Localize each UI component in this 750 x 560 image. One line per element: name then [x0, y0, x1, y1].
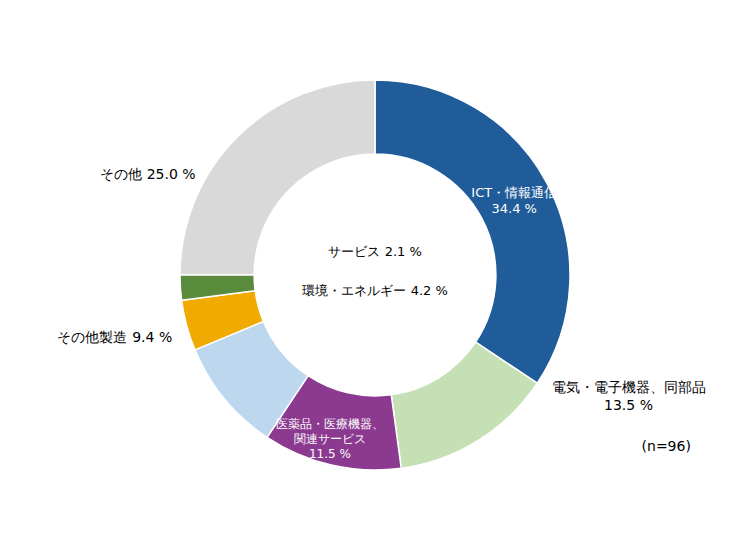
slice-label: 電気・電子機器、同部品 13.5 %	[552, 379, 706, 413]
category-label: 34.4 %	[492, 201, 537, 216]
chart: ICT・情報通信34.4 % 電気・電子機器、同部品 13.5 % 医薬品・医療機器、…	[0, 0, 750, 560]
slice	[182, 291, 264, 350]
slice-label: その他製造 9.4 %	[57, 329, 172, 345]
value-label: 9.4 %	[132, 329, 172, 345]
category-label: その他	[100, 166, 142, 182]
category-label: その他製造	[57, 329, 127, 345]
labels: ICT・情報通信34.4 % 電気・電子機器、同部品 13.5 % 医薬品・医療機器、…	[57, 166, 705, 461]
slice	[180, 275, 255, 301]
slice-label: その他 25.0 %	[100, 166, 196, 182]
slice-label: サービス 2.1 %	[328, 244, 422, 259]
category-label: サービス	[328, 244, 380, 259]
slice-label: ICT・情報通信34.4 %	[471, 185, 557, 216]
category-label: 環境・エネルギー	[302, 283, 406, 298]
category-label: ICT・情報通信	[471, 185, 557, 200]
value-label: 4.2 %	[411, 283, 448, 298]
slice-label: 医薬品・医療機器、関連サービス11.5 %	[276, 417, 384, 461]
category-label: 11.5 %	[309, 447, 351, 461]
annotation: (n=96)	[642, 438, 691, 454]
slices	[180, 80, 570, 470]
donut: ICT・情報通信34.4 % 電気・電子機器、同部品 13.5 % 医薬品・医療機器、…	[57, 80, 705, 470]
value-label: 25.0 %	[147, 166, 196, 182]
category-label: 13.5 %	[604, 397, 653, 413]
category-label: 医薬品・医療機器、	[276, 417, 384, 431]
value-label: 2.1 %	[385, 244, 422, 259]
slice	[391, 342, 537, 468]
slice	[375, 80, 570, 383]
slice-label: 環境・エネルギー 4.2 %	[302, 283, 448, 298]
category-label: 関連サービス	[294, 432, 366, 446]
category-label: 電気・電子機器、同部品	[552, 379, 706, 395]
